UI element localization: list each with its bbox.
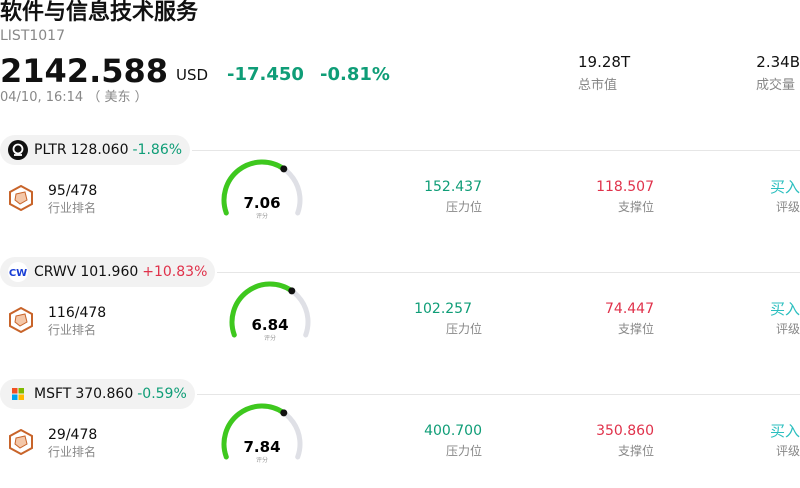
rank: 95/478	[48, 183, 98, 199]
gauge-dot	[288, 287, 296, 295]
support-label: 支撑位	[617, 444, 654, 458]
rank: 116/478	[48, 305, 107, 321]
gauge-fill	[229, 281, 295, 338]
ticker: PLTR	[34, 142, 67, 158]
resistance: 152.437	[424, 179, 482, 195]
support-label: 支撑位	[617, 322, 654, 336]
volume: 2.34B	[756, 53, 800, 71]
time: 04/10, 16:14 （ 美东 ）	[0, 90, 148, 105]
rating-label: 评级	[775, 444, 800, 458]
gauge-dot	[280, 165, 288, 173]
ticker: CRWV	[34, 264, 77, 280]
stock-header[interactable]: MSFT 370.860 -0.59%	[0, 379, 195, 409]
rank: 29/478	[48, 427, 98, 443]
stock-header[interactable]: PLTR 128.060 -1.86%	[0, 135, 191, 165]
rank-icon	[9, 307, 33, 333]
gauge-fill	[221, 159, 287, 216]
rank-label: 行业排名	[48, 323, 97, 337]
stock-price: 101.960	[80, 264, 139, 280]
support: 74.447	[605, 301, 654, 317]
gauge-dot	[280, 409, 288, 417]
volume-label: 成交量	[755, 78, 795, 93]
score: 7.84	[243, 438, 280, 456]
market-cap: 19.28T	[578, 53, 631, 71]
rank-label: 行业排名	[48, 201, 97, 215]
support-label: 支撑位	[617, 200, 654, 214]
ticker: MSFT	[34, 386, 72, 402]
rank-icon	[9, 429, 33, 455]
rank-icon	[9, 185, 33, 211]
divider	[196, 394, 800, 395]
change-pct: -0.81%	[320, 64, 390, 85]
score-label: 评分	[264, 334, 276, 342]
title: 软件与信息技术服务	[0, 0, 199, 25]
stock-logo: CW	[8, 262, 28, 282]
support: 350.860	[596, 423, 654, 439]
resistance-label: 压力位	[445, 200, 482, 214]
stock-price: 128.060	[70, 142, 129, 158]
code: LIST1017	[0, 28, 65, 44]
stock-change: +10.83%	[142, 264, 208, 280]
currency: USD	[176, 66, 209, 84]
resistance-label: 压力位	[445, 322, 482, 336]
resistance: 400.700	[424, 423, 482, 439]
market-cap-label: 总市值	[578, 78, 618, 93]
stock-change: -0.59%	[137, 386, 187, 402]
svg-text:CW: CW	[9, 268, 27, 279]
resistance: 102.257	[414, 301, 472, 317]
stock-header[interactable]: CW CRWV 101.960 +10.83%	[0, 257, 216, 287]
divider	[217, 272, 800, 273]
stock-logo	[12, 388, 24, 400]
stock-logo	[8, 140, 28, 160]
divider	[192, 150, 800, 151]
score-label: 评分	[256, 456, 268, 464]
rating[interactable]: 买入	[769, 178, 800, 196]
rating[interactable]: 买入	[769, 422, 800, 440]
score-label: 评分	[256, 212, 268, 220]
rating-label: 评级	[775, 200, 800, 214]
rating[interactable]: 买入	[769, 300, 800, 318]
stock-change: -1.86%	[132, 142, 183, 158]
resistance-label: 压力位	[445, 444, 482, 458]
score: 7.06	[243, 194, 280, 212]
rank-label: 行业排名	[48, 445, 97, 459]
rating-label: 评级	[775, 322, 800, 336]
score: 6.84	[251, 316, 288, 334]
price: 2142.588	[0, 52, 169, 90]
change: -17.450	[227, 64, 304, 85]
stock-price: 370.860	[75, 386, 134, 402]
gauge-fill	[221, 403, 287, 460]
support: 118.507	[596, 179, 654, 195]
